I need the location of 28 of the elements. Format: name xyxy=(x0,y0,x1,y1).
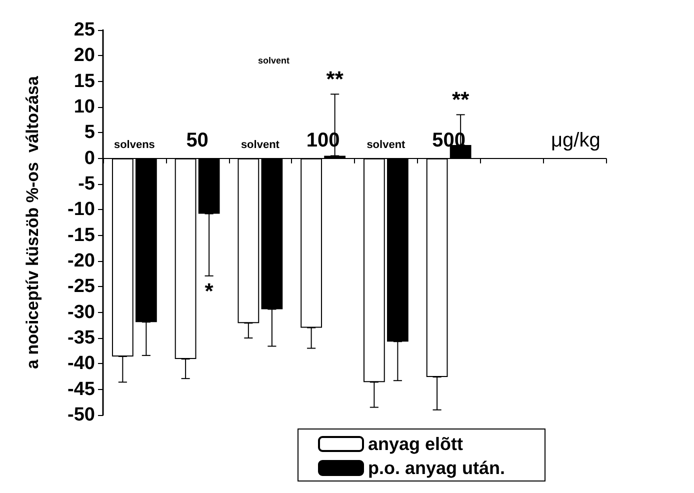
x-tick-label: 50 xyxy=(186,129,208,152)
y-axis-title: a nociceptív küszöb %-os változása xyxy=(23,76,42,369)
legend-label: anyag elõtt xyxy=(368,434,464,454)
y-tick-label: -35 xyxy=(68,328,96,348)
annotation: solvent xyxy=(258,56,290,66)
annotation: * xyxy=(204,278,214,304)
y-tick-label: 20 xyxy=(74,45,95,66)
y-tick-label: 10 xyxy=(74,96,95,118)
annotation: ** xyxy=(452,87,470,112)
y-tick-label: -30 xyxy=(68,302,95,323)
y-tick-label: -20 xyxy=(68,250,95,272)
x-tick-label: solvent xyxy=(240,138,280,151)
y-tick-label: -15 xyxy=(68,224,96,246)
annotation: ** xyxy=(326,66,344,92)
y-tick-label: 25 xyxy=(74,20,96,40)
y-tick-label: -5 xyxy=(78,174,96,194)
y-tick-label: -10 xyxy=(68,199,95,220)
x-axis-title: μg/kg xyxy=(551,129,600,152)
y-tick-label: -45 xyxy=(68,378,96,400)
y-tick-label: 5 xyxy=(84,122,96,144)
y-tick-label: 15 xyxy=(74,70,96,92)
y-tick-label: 0 xyxy=(84,148,95,169)
y-tick-label: -50 xyxy=(68,404,95,426)
x-tick-label: solvent xyxy=(366,138,406,151)
x-tick-label: solvens xyxy=(114,138,155,151)
y-tick-label: -25 xyxy=(68,276,96,298)
legend-label: p.o. anyag után. xyxy=(368,458,506,478)
y-tick-label: -40 xyxy=(68,353,95,374)
